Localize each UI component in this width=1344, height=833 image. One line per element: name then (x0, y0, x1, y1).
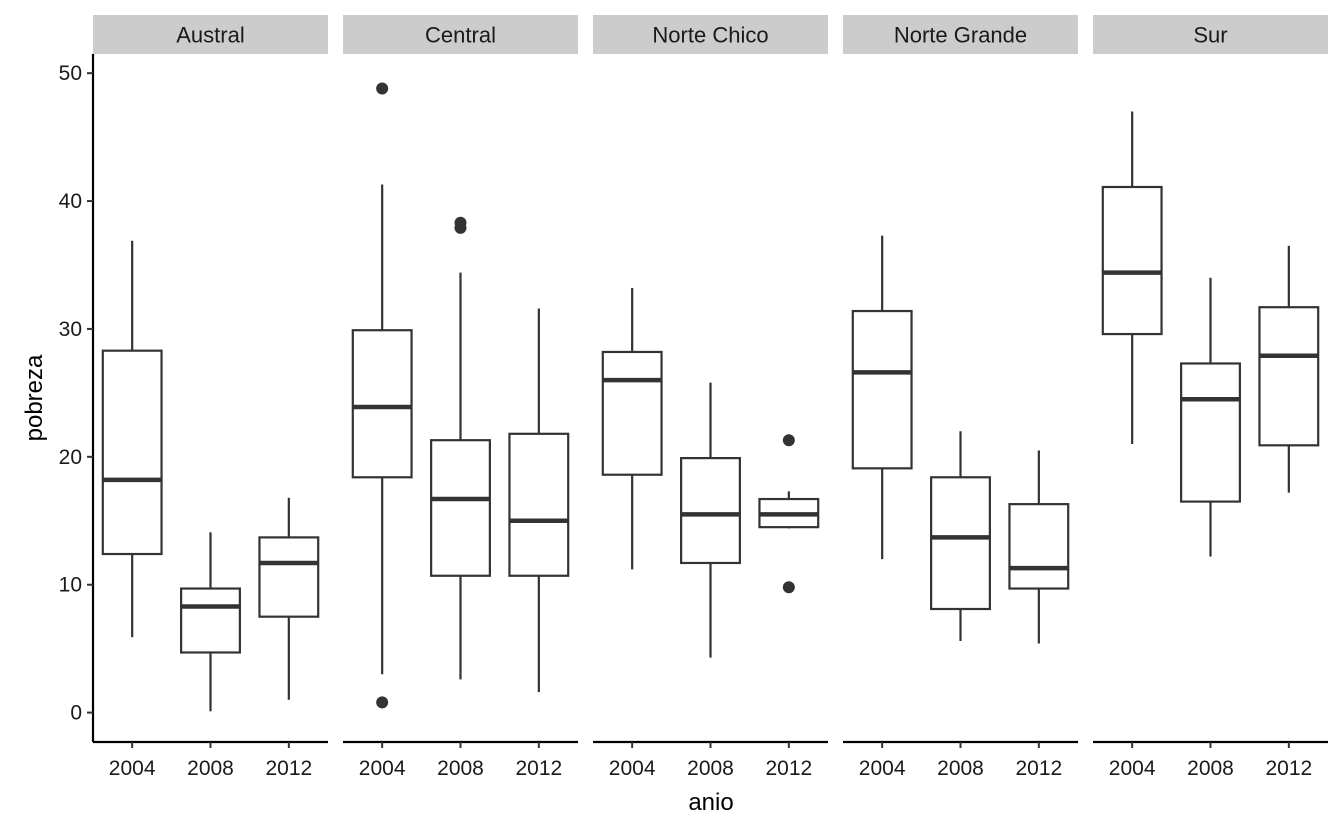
box (1101, 111, 1163, 445)
x-tick-label: 2012 (765, 757, 812, 780)
box-body (601, 350, 663, 476)
box (1258, 245, 1320, 493)
facet-label: Sur (1193, 23, 1227, 48)
outlier-point (782, 434, 795, 447)
box-body (101, 349, 163, 556)
x-tick-label: 2012 (1015, 757, 1062, 780)
box (180, 532, 241, 712)
outlier-point (376, 82, 389, 95)
y-tick-label: 50 (59, 62, 82, 85)
box (508, 308, 570, 693)
box-body (351, 329, 413, 479)
facet-label: Central (425, 23, 496, 48)
x-tick-label: 2008 (437, 757, 484, 780)
x-tick-label: 2004 (109, 757, 156, 780)
x-tick-label: 2012 (265, 757, 312, 780)
y-tick-label: 0 (70, 702, 82, 725)
box (1180, 277, 1241, 557)
outlier-point (454, 221, 467, 234)
facet-strip (343, 15, 578, 54)
box (101, 240, 163, 638)
facet-strip (1093, 15, 1328, 54)
facet-label: Austral (176, 23, 244, 48)
facet-panel: Norte Chico 2004 2008 2012 (593, 15, 828, 780)
y-axis: 0 10 20 30 40 50 (59, 54, 95, 742)
facet-panel: Sur 2004 2008 2012 (1093, 15, 1328, 780)
box (430, 216, 491, 680)
box-body (430, 439, 491, 577)
box (758, 434, 820, 594)
box-body (1008, 503, 1070, 590)
box (351, 82, 413, 709)
facet-panel: Norte Grande 2004 2008 2012 (843, 15, 1078, 780)
box-body (180, 587, 241, 654)
box-body (851, 309, 913, 470)
facet-strip (93, 15, 328, 54)
y-axis-title: pobreza (21, 354, 48, 441)
box-body (508, 432, 570, 577)
x-tick-label: 2012 (515, 757, 562, 780)
box-body (1101, 185, 1163, 336)
box (258, 497, 320, 700)
box (680, 382, 741, 658)
y-tick-label: 20 (59, 446, 82, 469)
facet-strip (593, 15, 828, 54)
facet-panel: Central 2004 2008 2012 (343, 15, 578, 780)
x-tick-label: 2012 (1265, 757, 1312, 780)
x-tick-label: 2008 (1187, 757, 1234, 780)
box (851, 235, 913, 560)
y-tick-label: 30 (59, 318, 82, 341)
box (1008, 450, 1070, 644)
x-tick-label: 2008 (687, 757, 734, 780)
x-tick-label: 2004 (859, 757, 906, 780)
outlier-point (782, 581, 795, 594)
y-tick-label: 40 (59, 190, 82, 213)
box-body (258, 536, 320, 618)
box-body (930, 476, 991, 611)
box (601, 288, 663, 570)
facet-label: Norte Chico (652, 23, 768, 48)
facet-panel: Austral 2004 2008 2012 (93, 15, 328, 780)
x-tick-label: 2004 (1109, 757, 1156, 780)
facet-label: Norte Grande (894, 23, 1027, 48)
box-body (680, 457, 741, 565)
facet-strip (843, 15, 1078, 54)
box-body (1258, 306, 1320, 447)
box (930, 431, 991, 641)
box-body (1180, 362, 1241, 503)
x-tick-label: 2004 (609, 757, 656, 780)
x-tick-label: 2008 (937, 757, 984, 780)
x-tick-label: 2004 (359, 757, 406, 780)
y-tick-label: 10 (59, 574, 82, 597)
x-tick-label: 2008 (187, 757, 234, 780)
x-axis-title: anio (688, 789, 733, 816)
outlier-point (376, 696, 389, 709)
